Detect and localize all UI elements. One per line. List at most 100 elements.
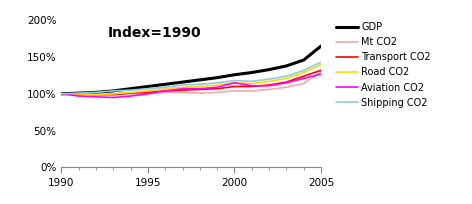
Aviation CO2	[284, 82, 289, 84]
GDP	[59, 93, 64, 95]
GDP	[197, 79, 202, 81]
Transport CO2	[301, 75, 306, 78]
GDP	[128, 88, 134, 90]
Road CO2	[301, 71, 306, 74]
Aviation CO2	[110, 96, 116, 99]
Mt CO2	[214, 91, 220, 94]
Mt CO2	[284, 86, 289, 89]
Aviation CO2	[214, 86, 220, 89]
GDP	[214, 76, 220, 79]
Line: Mt CO2: Mt CO2	[61, 72, 321, 95]
Shipping CO2	[214, 82, 220, 84]
Road CO2	[197, 85, 202, 88]
Aviation CO2	[145, 93, 151, 95]
Road CO2	[128, 91, 134, 94]
GDP	[284, 65, 289, 67]
Shipping CO2	[197, 83, 202, 85]
Shipping CO2	[162, 86, 168, 89]
Transport CO2	[197, 88, 202, 91]
Aviation CO2	[93, 95, 99, 98]
GDP	[318, 45, 324, 47]
Transport CO2	[249, 85, 254, 88]
Line: GDP: GDP	[61, 46, 321, 94]
Mt CO2	[145, 92, 151, 94]
Legend: GDP, Mt CO2, Transport CO2, Road CO2, Aviation CO2, Shipping CO2: GDP, Mt CO2, Transport CO2, Road CO2, Av…	[336, 22, 431, 108]
Shipping CO2	[128, 89, 134, 91]
Aviation CO2	[76, 95, 82, 97]
GDP	[266, 68, 272, 71]
Road CO2	[162, 88, 168, 90]
Mt CO2	[93, 93, 99, 96]
Road CO2	[110, 93, 116, 95]
Shipping CO2	[59, 93, 64, 95]
GDP	[162, 83, 168, 85]
GDP	[110, 90, 116, 92]
Road CO2	[214, 84, 220, 86]
Road CO2	[249, 82, 254, 85]
GDP	[232, 73, 237, 76]
Mt CO2	[162, 91, 168, 94]
GDP	[145, 85, 151, 88]
Shipping CO2	[110, 90, 116, 92]
Transport CO2	[93, 93, 99, 96]
Transport CO2	[180, 89, 185, 91]
Transport CO2	[145, 91, 151, 94]
Road CO2	[93, 93, 99, 96]
Road CO2	[284, 77, 289, 80]
Text: Index=1990: Index=1990	[108, 26, 202, 40]
Mt CO2	[318, 71, 324, 73]
Mt CO2	[128, 93, 134, 95]
Shipping CO2	[266, 78, 272, 80]
Transport CO2	[59, 93, 64, 95]
Transport CO2	[284, 81, 289, 83]
Line: Transport CO2: Transport CO2	[61, 70, 321, 95]
GDP	[76, 92, 82, 94]
Shipping CO2	[318, 61, 324, 63]
Road CO2	[318, 63, 324, 66]
Shipping CO2	[93, 91, 99, 94]
Aviation CO2	[266, 84, 272, 87]
Road CO2	[76, 93, 82, 95]
Mt CO2	[59, 93, 64, 95]
Transport CO2	[110, 93, 116, 96]
Line: Road CO2: Road CO2	[61, 64, 321, 95]
Shipping CO2	[145, 88, 151, 90]
Aviation CO2	[197, 88, 202, 90]
Transport CO2	[162, 90, 168, 92]
Shipping CO2	[284, 75, 289, 78]
Mt CO2	[249, 90, 254, 92]
Road CO2	[266, 80, 272, 83]
Mt CO2	[301, 82, 306, 85]
Transport CO2	[76, 93, 82, 95]
Line: Aviation CO2: Aviation CO2	[61, 74, 321, 98]
Mt CO2	[110, 93, 116, 96]
Road CO2	[232, 82, 237, 84]
Aviation CO2	[249, 84, 254, 87]
Transport CO2	[128, 92, 134, 94]
Aviation CO2	[180, 88, 185, 90]
Mt CO2	[232, 90, 237, 92]
GDP	[249, 71, 254, 74]
Shipping CO2	[301, 69, 306, 72]
Aviation CO2	[318, 73, 324, 75]
Aviation CO2	[232, 82, 237, 84]
GDP	[180, 81, 185, 83]
Line: Shipping CO2: Shipping CO2	[61, 62, 321, 94]
Shipping CO2	[249, 80, 254, 83]
Aviation CO2	[128, 95, 134, 97]
Road CO2	[59, 93, 64, 95]
Aviation CO2	[59, 93, 64, 95]
Shipping CO2	[76, 92, 82, 94]
Transport CO2	[232, 85, 237, 88]
GDP	[301, 59, 306, 61]
GDP	[93, 91, 99, 94]
Mt CO2	[76, 93, 82, 96]
Transport CO2	[318, 69, 324, 72]
Shipping CO2	[232, 79, 237, 82]
Road CO2	[180, 86, 185, 89]
Aviation CO2	[301, 77, 306, 80]
Shipping CO2	[180, 84, 185, 86]
Road CO2	[145, 90, 151, 92]
Aviation CO2	[162, 90, 168, 92]
Mt CO2	[197, 92, 202, 94]
